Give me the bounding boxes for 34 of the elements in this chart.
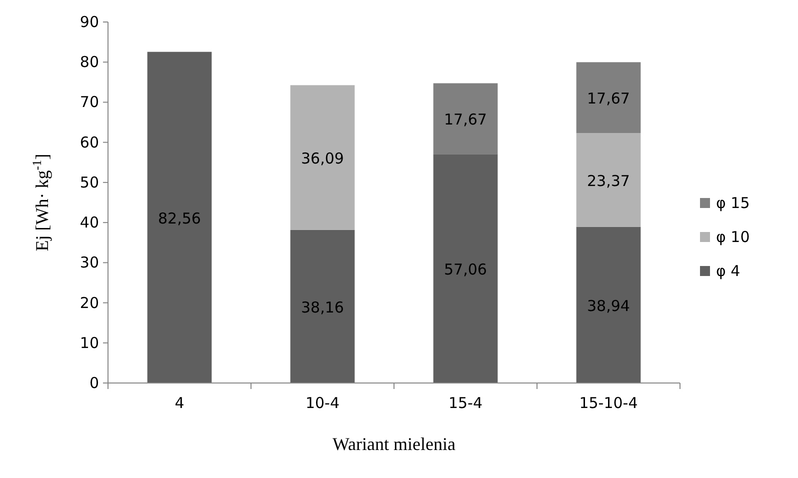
- y-tick-label: 0: [89, 374, 99, 392]
- data-label: 36,09: [301, 150, 344, 168]
- x-tick-label: 15-4: [448, 394, 483, 412]
- bar: [290, 85, 355, 230]
- y-tick-label: 80: [80, 53, 99, 72]
- y-tick-label: 60: [80, 133, 99, 152]
- bar: [576, 226, 641, 383]
- data-label: 38,16: [301, 298, 344, 316]
- x-tick-label: 10-4: [305, 394, 340, 412]
- x-tick-label: 15-10-4: [579, 394, 638, 412]
- data-label: 17,67: [587, 90, 630, 108]
- bar: [290, 230, 355, 383]
- legend-label: φ 4: [716, 262, 740, 280]
- y-tick-label: 10: [80, 334, 99, 352]
- legend-label: φ 10: [716, 228, 750, 246]
- x-axis-title: Wariant mielenia: [332, 434, 456, 454]
- y-tick-label: 70: [80, 93, 99, 112]
- bar: [433, 83, 498, 154]
- bar: [147, 52, 212, 383]
- y-tick-label: 30: [80, 254, 99, 272]
- y-tick-label: 90: [80, 13, 99, 31]
- data-label: 38,94: [587, 296, 630, 315]
- legend-label: φ 15: [716, 194, 750, 212]
- bar: [576, 62, 641, 134]
- y-tick-label: 50: [80, 173, 99, 192]
- bar: [576, 133, 641, 227]
- data-label: 17,67: [444, 110, 487, 129]
- x-tick-label: 4: [174, 394, 184, 412]
- data-label: 57,06: [444, 260, 487, 279]
- y-tick-label: 20: [80, 294, 99, 312]
- data-label: 23,37: [587, 172, 630, 190]
- bar: [433, 154, 498, 383]
- y-tick-label: 40: [80, 214, 99, 232]
- data-label: 82,56: [158, 209, 201, 228]
